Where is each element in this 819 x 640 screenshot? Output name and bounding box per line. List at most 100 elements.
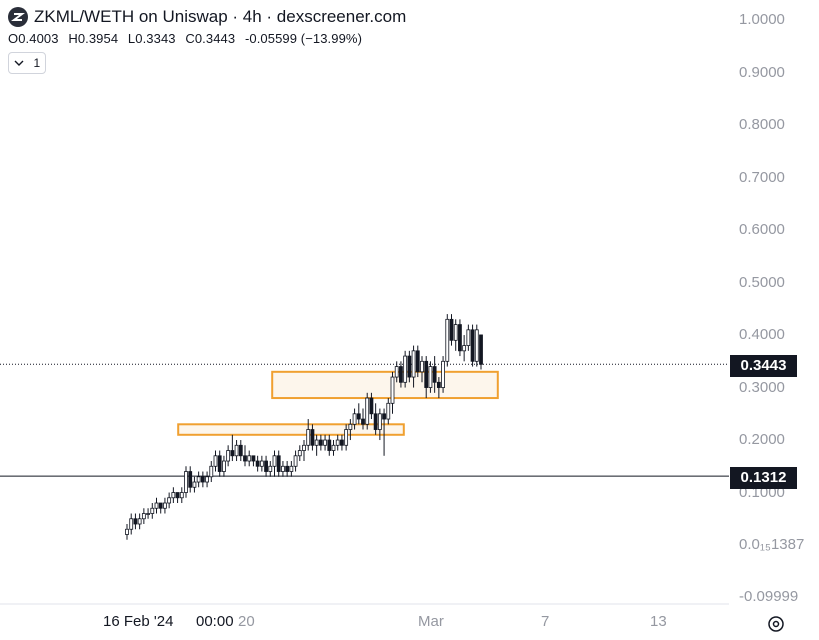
horizontal-line-price-tag[interactable]: 0.1312	[730, 467, 797, 489]
candle	[369, 392, 374, 420]
candle-body	[470, 329, 475, 362]
candle	[470, 324, 475, 367]
candle-body	[335, 439, 340, 446]
candle	[209, 461, 214, 483]
candle-body	[272, 455, 277, 467]
candle	[327, 434, 332, 456]
y-tick-label: 0.4000	[739, 326, 785, 343]
candle-body	[399, 366, 403, 383]
candle-body	[213, 455, 218, 467]
settings-icon[interactable]	[765, 613, 787, 635]
candle-body	[209, 465, 214, 478]
candle	[297, 445, 302, 462]
candle-body	[238, 444, 243, 457]
candle-body	[146, 513, 150, 515]
candle	[335, 434, 340, 451]
candle	[205, 471, 209, 488]
candle	[200, 471, 205, 488]
candle	[259, 455, 264, 472]
candle	[424, 356, 429, 399]
candle-body	[192, 481, 197, 488]
x-tick-label: 16 Feb '24	[103, 613, 174, 630]
candle-body	[323, 439, 327, 446]
candle	[179, 487, 184, 504]
indicator-toggle-button[interactable]: 1	[8, 52, 46, 74]
candle-body	[302, 444, 306, 451]
candle-body	[382, 413, 386, 420]
candle-body	[314, 439, 319, 446]
candle-body	[344, 429, 349, 446]
candle	[293, 450, 298, 472]
x-tick-label: 7	[541, 613, 550, 630]
zone-rectangle[interactable]	[271, 370, 499, 400]
y-tick-label: 0.8000	[739, 116, 785, 133]
candle-body	[243, 455, 247, 462]
candle-body	[352, 413, 357, 425]
candle	[289, 461, 294, 477]
candle	[373, 403, 378, 435]
candle	[158, 502, 163, 514]
candle-body	[175, 492, 180, 499]
indicator-count: 1	[33, 56, 41, 70]
candle-body	[449, 318, 454, 341]
candle	[192, 476, 197, 493]
candle	[390, 371, 395, 414]
chart-title: ZKML/WETH on Uniswap · 4h · dexscreener.…	[34, 7, 407, 26]
candle-body	[217, 455, 222, 472]
candle	[154, 497, 159, 514]
candle	[407, 350, 412, 383]
candle-body	[255, 460, 260, 467]
y-tick-label: 0.6000	[739, 221, 785, 238]
candle-body	[167, 497, 172, 504]
candle	[213, 450, 218, 472]
candle-body	[373, 413, 378, 430]
open-key: O	[8, 31, 19, 46]
candle	[462, 335, 467, 362]
candle-body	[137, 518, 142, 525]
candle-body	[432, 366, 437, 383]
candle	[306, 419, 311, 451]
candle-body	[129, 518, 134, 530]
y-tick-label: 0.7000	[739, 169, 785, 186]
candle-body	[247, 455, 252, 462]
candle-body	[226, 450, 231, 462]
candle-body	[466, 329, 471, 346]
chevron-down-icon	[14, 56, 24, 70]
x-tick-label: Mar	[418, 613, 444, 630]
candle	[403, 350, 408, 388]
x-tick-label: 20	[238, 613, 255, 630]
candle	[264, 455, 268, 477]
candle-body	[331, 444, 336, 451]
close-value: 0.3443	[194, 31, 236, 46]
candle	[365, 392, 370, 430]
zone-rectangle[interactable]	[177, 423, 405, 436]
candle	[432, 356, 437, 393]
candle-body	[297, 450, 302, 457]
candle	[386, 398, 391, 425]
candle	[382, 408, 386, 456]
low-key: L	[127, 31, 136, 46]
candle-body	[179, 492, 184, 499]
candle	[141, 508, 146, 525]
candle	[230, 434, 235, 462]
candle-body	[436, 381, 441, 388]
candle	[479, 334, 483, 370]
candle	[441, 356, 445, 393]
candle	[377, 408, 382, 441]
candle	[399, 361, 403, 388]
candle-body	[365, 397, 370, 425]
candle	[474, 324, 479, 367]
candle	[268, 461, 273, 477]
candle-body	[377, 413, 382, 430]
candle-body	[394, 366, 399, 378]
candle-body	[441, 360, 445, 388]
y-tick-label: 0.5000	[739, 274, 785, 291]
candle	[137, 513, 142, 530]
candle	[163, 497, 167, 514]
candle	[352, 408, 357, 430]
candle	[411, 345, 416, 388]
high-value: 0.3954	[77, 31, 119, 46]
candle-body	[196, 476, 201, 483]
candle	[150, 503, 155, 519]
